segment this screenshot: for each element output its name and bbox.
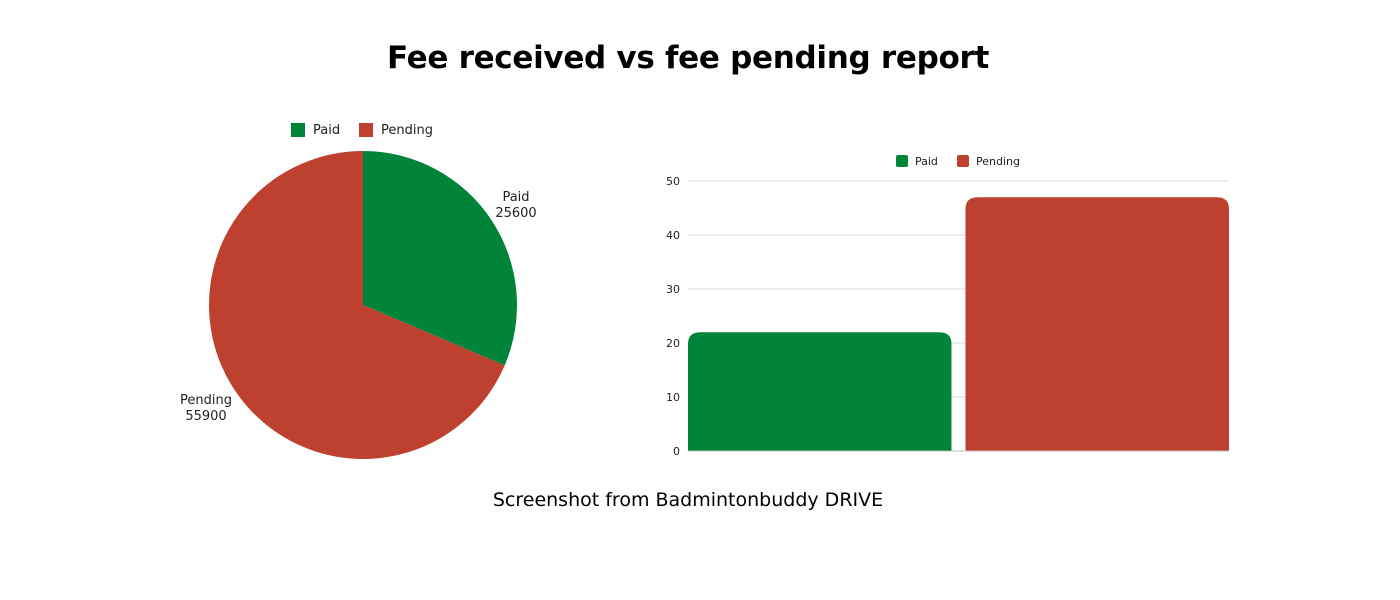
bar-paid: [688, 332, 952, 451]
y-tick-label-30: 30: [666, 283, 680, 296]
legend-swatch-paid: [291, 123, 305, 137]
pie-label-name-pending: Pending: [180, 393, 232, 408]
pie-label-value-paid: 25600: [495, 206, 536, 221]
page-caption: Screenshot from Badmintonbuddy DRIVE: [492, 489, 884, 511]
y-tick-label-10: 10: [666, 391, 680, 404]
bar-legend-label-pending: Pending: [976, 155, 1020, 168]
bar-chart: 0 10 20 30 40 50 Paid Pending: [666, 155, 1229, 458]
y-tick-label-40: 40: [666, 229, 680, 242]
legend-label-pending: Pending: [381, 123, 433, 138]
pie-slice-pending: [209, 151, 505, 459]
pie-label-value-pending: 55900: [185, 409, 226, 424]
bar-legend-swatch-pending: [957, 155, 969, 167]
page-title: Fee received vs fee pending report: [387, 40, 989, 76]
legend-label-paid: Paid: [313, 123, 340, 138]
bar-pending: [965, 197, 1229, 451]
bar-legend-label-paid: Paid: [915, 155, 938, 168]
bar-legend-swatch-paid: [896, 155, 908, 167]
y-tick-label-20: 20: [666, 337, 680, 350]
pie-slice-paid: [363, 151, 517, 366]
pie-label-name-paid: Paid: [502, 190, 529, 205]
y-tick-label-0: 0: [673, 445, 680, 458]
y-tick-label-50: 50: [666, 175, 680, 188]
legend-swatch-pending: [359, 123, 373, 137]
